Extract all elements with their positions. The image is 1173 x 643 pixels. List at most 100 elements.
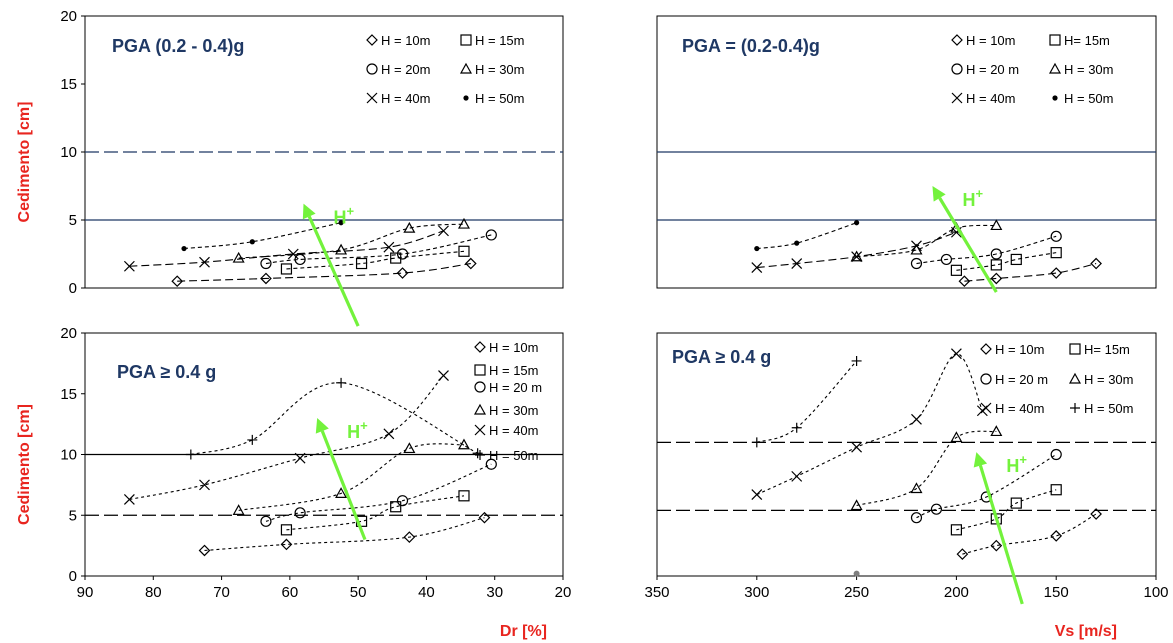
y-axis-label: Cedimento [cm]	[16, 102, 33, 223]
trend-line	[756, 360, 858, 443]
legend-marker	[1070, 403, 1080, 413]
legend-label: H = 40m	[995, 401, 1045, 416]
x-tick-label: 150	[1044, 584, 1069, 601]
legend-label: H = 50m	[489, 448, 539, 463]
data-point-triangle	[950, 431, 963, 443]
trend-line	[856, 430, 997, 507]
trend-line	[238, 223, 465, 259]
data-point-square	[1010, 497, 1022, 509]
legend-marker	[474, 364, 486, 376]
data-point-plus	[247, 434, 258, 445]
trend-line	[286, 495, 465, 531]
data-point-plus	[751, 437, 762, 448]
data-point-x	[438, 225, 449, 237]
data-point-triangle	[403, 221, 416, 233]
legend-label: H = 30m	[1084, 372, 1134, 387]
data-point-x	[851, 251, 863, 263]
data-point-circle	[1050, 230, 1062, 242]
x-tick-label: 70	[213, 584, 230, 601]
x-axis-label: Vs [m/s]	[1055, 623, 1117, 640]
legend-marker	[951, 63, 963, 75]
data-point-square	[458, 490, 470, 502]
legend-label: H= 15m	[1084, 342, 1130, 357]
trend-line	[129, 230, 444, 267]
data-point-square	[458, 245, 470, 257]
data-point-circle	[294, 507, 306, 519]
data-point-x	[751, 489, 763, 501]
arrow-label: H	[347, 422, 360, 442]
panel-top-left: 0 5 10 15 20 H + PGA (0.2 - 0.4)g H = 10m H = 15m…	[16, 8, 564, 327]
data-point-dot	[338, 220, 344, 226]
legend-label: H = 30m	[475, 62, 525, 77]
data-point-square	[355, 257, 368, 270]
data-point-dot	[854, 220, 860, 226]
trend-line	[916, 235, 1057, 265]
legend-label: H = 15m	[489, 363, 539, 378]
legend-marker	[951, 92, 963, 104]
data-point-square	[950, 524, 963, 536]
legend-label: H = 20m	[381, 62, 431, 77]
trend-line	[129, 375, 444, 500]
data-point-circle	[485, 458, 497, 470]
data-point-diamond	[198, 544, 211, 557]
x-tick-label: 60	[282, 584, 299, 601]
data-point-triangle	[232, 504, 245, 515]
panel-title: PGA = (0.2-0.4)g	[682, 36, 820, 56]
data-point-square	[390, 501, 402, 513]
legend-marker	[1068, 372, 1082, 384]
trend-line	[756, 353, 983, 496]
data-point-triangle	[403, 442, 416, 454]
arrow-label-sup: +	[975, 186, 983, 201]
legend-label: H = 50m	[1064, 91, 1114, 106]
data-point-plus	[336, 377, 347, 388]
legend-marker	[1069, 343, 1081, 355]
legend-label: H = 10m	[381, 33, 431, 48]
legend-label: H = 40m	[381, 91, 431, 106]
legend-marker	[1049, 34, 1061, 46]
panel-bottom-right: 350 300 250 200 150 100 H + PGA ≥ 0.4 g H = 10m H=…	[644, 332, 1169, 640]
legend-marker	[366, 92, 378, 104]
data-point-circle	[940, 253, 953, 266]
trend-line	[856, 224, 997, 258]
data-point-triangle	[335, 487, 348, 498]
x-tick-label: 300	[744, 584, 769, 601]
data-point-square	[280, 263, 293, 275]
data-point-circle	[910, 512, 923, 524]
x-tick-label: 350	[644, 584, 669, 601]
legend-label: H = 10m	[489, 340, 539, 355]
arrow-shaft	[978, 465, 1024, 605]
data-point-circle	[396, 495, 409, 507]
trend-line	[962, 513, 1097, 555]
y-tick-label: 10	[60, 144, 77, 161]
legend-marker	[366, 34, 378, 46]
data-point-x	[950, 348, 962, 360]
y-tick-label: 20	[60, 325, 77, 342]
y-tick-label: 5	[69, 212, 77, 229]
data-point-x	[123, 494, 135, 505]
legend-marker	[474, 424, 486, 436]
y-axis-label: Cedimento [cm]	[16, 404, 33, 525]
legend-marker	[951, 34, 963, 46]
legend-marker	[980, 373, 992, 385]
trend-line	[238, 443, 465, 511]
legend-label: H = 50m	[475, 91, 525, 106]
legend-marker	[366, 63, 378, 75]
data-point-triangle	[232, 251, 245, 263]
data-point-diamond	[478, 511, 491, 524]
x-tick-label: 50	[350, 584, 367, 601]
data-point-x	[911, 413, 922, 425]
legend-marker	[459, 62, 473, 74]
data-point-diamond	[1090, 257, 1102, 270]
data-point-plus	[851, 355, 862, 366]
arrow-head	[973, 452, 988, 468]
panel-title: PGA ≥ 0.4 g	[117, 362, 216, 382]
x-tick-label: 20	[555, 584, 572, 601]
legend-label: H = 10m	[995, 342, 1045, 357]
x-tick-label: 90	[77, 584, 94, 601]
data-point-x	[199, 256, 210, 268]
x-tick-label: 250	[844, 584, 869, 601]
y-tick-label: 0	[69, 280, 77, 297]
legend-marker	[1052, 95, 1058, 101]
data-point-x	[199, 479, 210, 491]
data-point-x	[287, 248, 299, 260]
